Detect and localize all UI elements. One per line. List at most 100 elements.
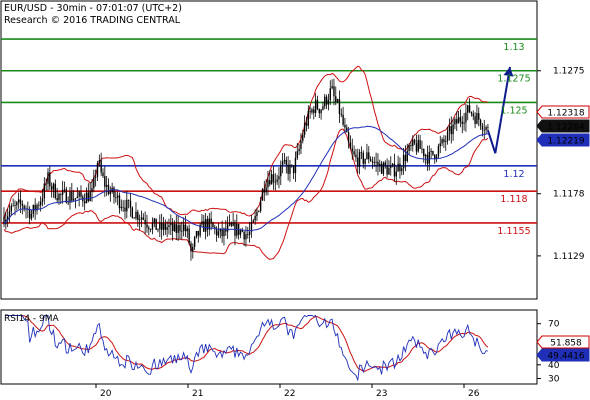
candle-body [232, 222, 234, 226]
candle-body [217, 231, 220, 236]
price-tags: 1.12318 1.12284 1.12219 [536, 105, 590, 147]
candle-body [485, 126, 487, 131]
candle-body [171, 222, 174, 232]
candle-body [408, 145, 410, 152]
x-tick-label-2: 22 [284, 389, 295, 399]
x-tick-label-4: 26 [468, 389, 480, 399]
candle-body [248, 231, 251, 235]
rsi-tag-label-1: 49.4416 [547, 352, 584, 362]
candle-body [94, 176, 97, 178]
candle-body [228, 223, 231, 225]
candle-body [298, 148, 300, 152]
candle-body [437, 146, 440, 157]
candle-body [379, 163, 381, 166]
candle-body [65, 189, 68, 203]
candle-body [10, 205, 13, 212]
candle-body [124, 207, 126, 212]
candle-body [487, 126, 489, 128]
candle-body [373, 162, 375, 164]
candle-body [410, 145, 412, 147]
candle-body [50, 186, 53, 190]
candle-body [45, 183, 47, 185]
candle-body [445, 140, 447, 143]
level-label-3: 1.12 [503, 169, 524, 180]
rsi-tag-bg-0 [536, 335, 590, 349]
candle-body [261, 189, 264, 201]
candle-body [417, 140, 419, 152]
candle-body [155, 218, 157, 230]
candle-body [16, 202, 18, 206]
candle-body [138, 219, 141, 221]
level-label-2: 1.125 [500, 105, 527, 116]
candle-body [58, 194, 60, 201]
rsi-tick-label-0: 70 [548, 320, 560, 330]
candle-body [265, 187, 267, 193]
candle-body [358, 152, 361, 167]
candle-body [199, 224, 201, 236]
candle-body [179, 225, 181, 232]
candle-body [195, 230, 198, 238]
x-tick-label-1: 21 [192, 389, 203, 399]
candle-body [256, 211, 258, 217]
candle-body [412, 139, 414, 147]
candle-body [353, 151, 355, 155]
candle-body [38, 204, 40, 206]
candle-body [175, 224, 178, 233]
candle-body [307, 111, 309, 126]
candle-body [19, 199, 22, 204]
candle-body [17, 199, 20, 203]
candle-body [193, 237, 196, 247]
candle-body [239, 229, 242, 235]
candle-body [14, 205, 16, 206]
candle-body [219, 228, 221, 232]
candle-body [52, 183, 55, 190]
candle-body [131, 207, 134, 218]
candle-body [206, 219, 209, 230]
candle-body [347, 132, 350, 143]
candle-body [415, 143, 418, 152]
candle-body [89, 191, 91, 202]
candle-body [93, 177, 95, 189]
candle-body [302, 134, 304, 141]
candle-body [287, 164, 289, 174]
time-axis: 20 21 22 23 26 [95, 384, 480, 399]
candle-body [393, 163, 396, 177]
candle-body [402, 154, 405, 169]
candle-body [483, 129, 485, 131]
candle-body [465, 112, 467, 123]
candle-body [390, 165, 392, 168]
rsi-axis: 70 40 30 51.858 49.4416 [536, 320, 590, 385]
candle-body [309, 111, 311, 113]
candle-body [270, 174, 273, 185]
candle-body [327, 99, 330, 105]
candle-body [28, 209, 31, 219]
candle-body [467, 105, 469, 113]
candle-body [173, 224, 176, 232]
candle-body [468, 105, 471, 113]
price-tag-label-2: 1.12219 [547, 137, 584, 147]
candle-body [313, 109, 315, 113]
candle-body [454, 119, 456, 125]
candle-body [382, 162, 385, 174]
candle-body [428, 152, 430, 164]
price-tag-label-1: 1.12284 [547, 123, 584, 133]
candle-body [71, 192, 73, 201]
candle-body [461, 121, 463, 124]
rsi-line [5, 314, 488, 382]
candle-body [456, 119, 458, 124]
candle-body [126, 199, 128, 212]
candle-body [331, 86, 333, 89]
candle-body [160, 222, 163, 230]
candle-body [452, 124, 454, 135]
candle-body [151, 222, 154, 230]
candle-body [320, 109, 322, 114]
price-tag-label-0: 1.12318 [547, 109, 584, 119]
candle-body [404, 154, 407, 162]
candle-body [333, 86, 335, 97]
candle-body [144, 219, 146, 225]
candle-body [395, 171, 397, 177]
candle-body [129, 200, 132, 208]
candle-body [30, 213, 33, 219]
candle-body [457, 117, 460, 124]
